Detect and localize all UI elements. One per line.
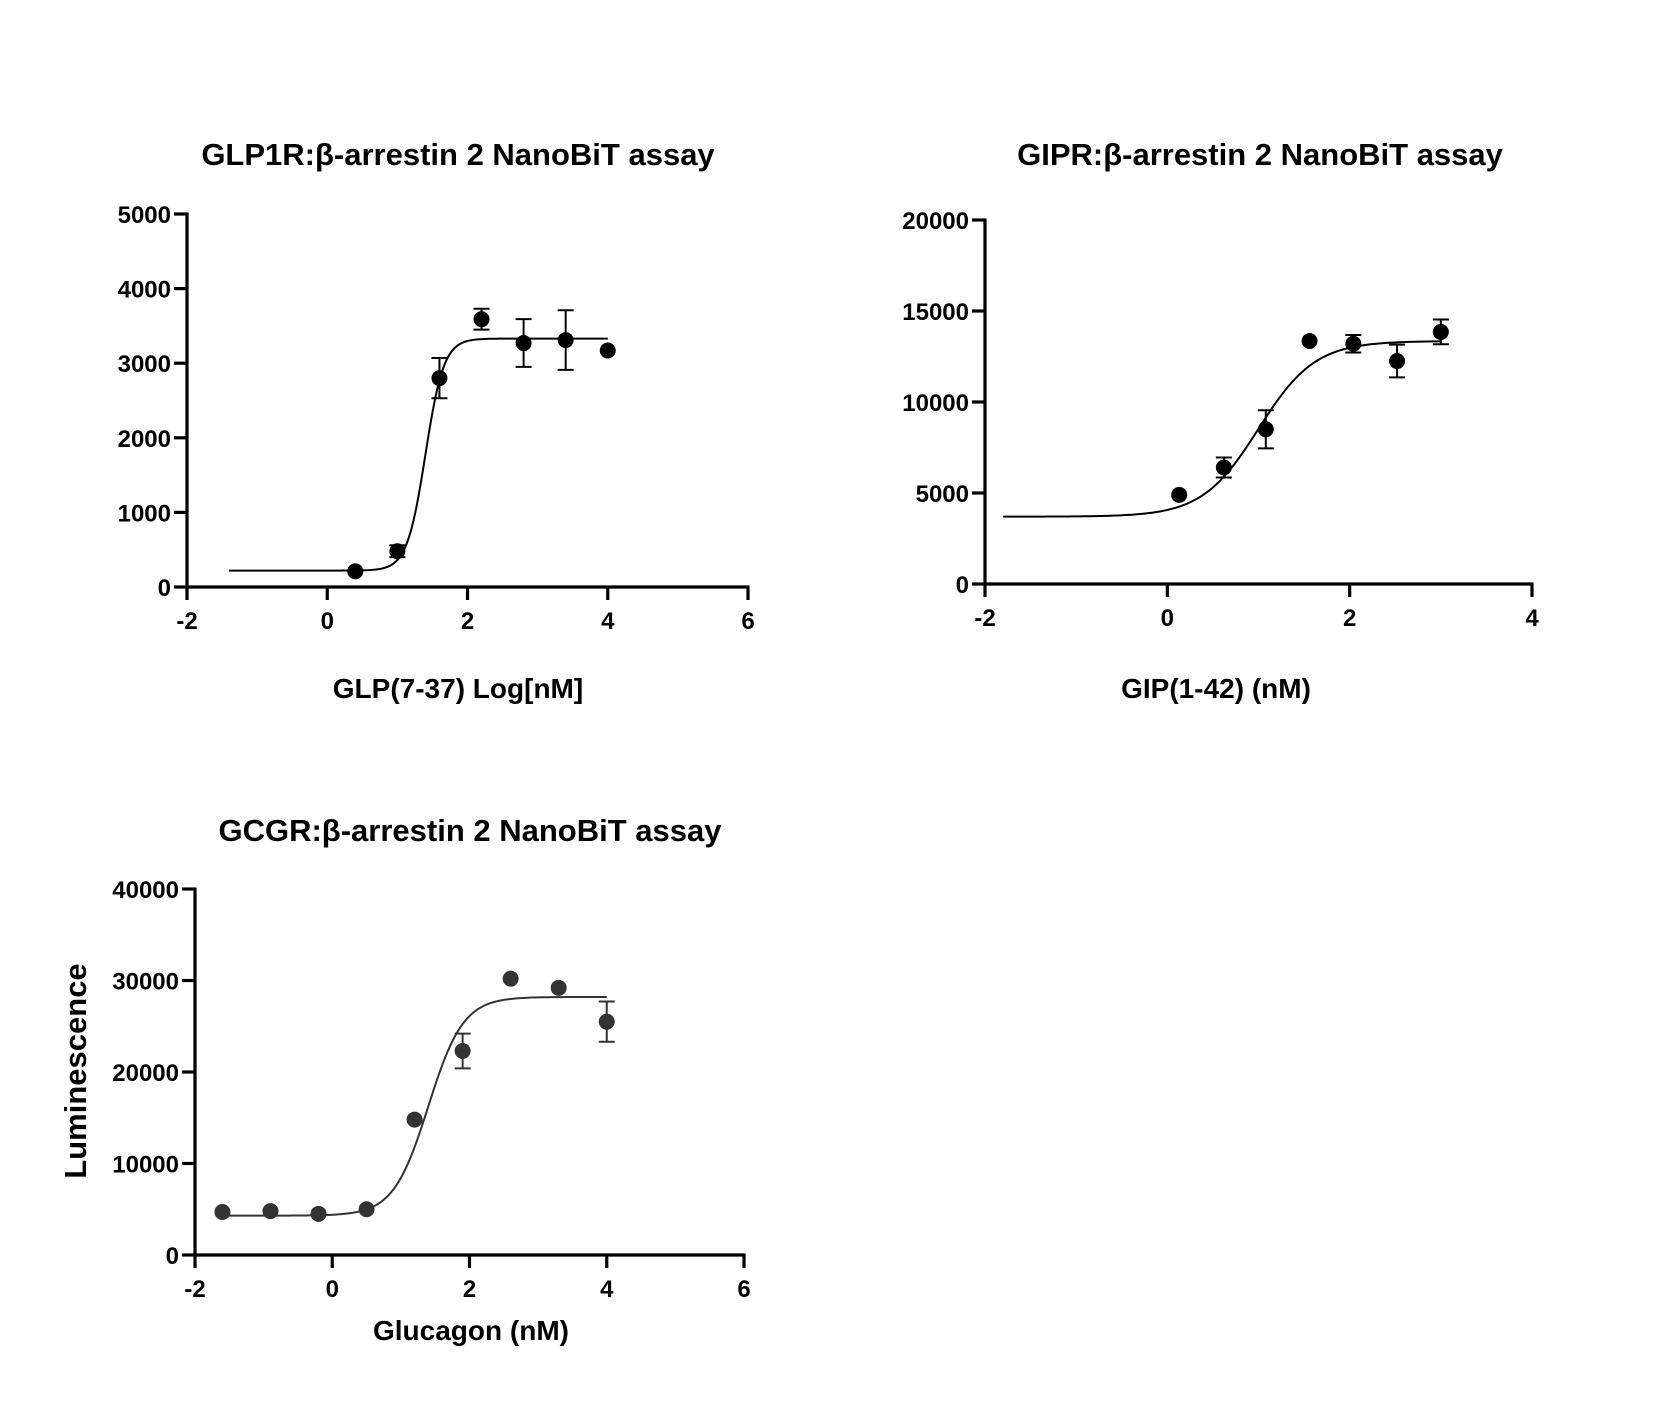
data-point [1215, 459, 1232, 476]
y-tick-label: 30000 [112, 969, 179, 996]
data-point [1345, 335, 1362, 352]
x-tick-label: -2 [176, 608, 197, 635]
data-point [598, 1013, 615, 1030]
x-tick-label: 0 [321, 608, 334, 635]
x-tick-label: -2 [184, 1276, 205, 1303]
x-axis-label: GLP(7-37) Log[nM] [333, 673, 583, 704]
y-tick-label: 20000 [112, 1060, 179, 1087]
y-tick-label: 10000 [112, 1152, 179, 1179]
data-point [557, 332, 574, 349]
data-point [214, 1203, 231, 1220]
y-tick-label: 2000 [118, 426, 171, 453]
data-point [515, 335, 532, 352]
fit-line [222, 995, 607, 1217]
data-point [310, 1205, 327, 1222]
data-point [550, 979, 567, 996]
fit-curve [1003, 340, 1441, 518]
y-tick-label: 5000 [118, 202, 171, 229]
data-point [1301, 333, 1318, 350]
x-axis-label: GIP(1-42) (nM) [1121, 673, 1311, 704]
data-point [262, 1203, 279, 1220]
x-tick-label: 2 [1343, 605, 1356, 632]
x-tick-label: 2 [463, 1276, 476, 1303]
chart-title: GCGR:β-arrestin 2 NanoBiT assay [218, 813, 722, 848]
data-point [502, 970, 519, 987]
chart-title: GIPR:β-arrestin 2 NanoBiT assay [1017, 137, 1504, 172]
y-tick-label: 0 [158, 575, 171, 602]
x-tick-label: 4 [601, 608, 615, 635]
y-tick-label: 15000 [902, 299, 969, 326]
x-tick-label: -2 [974, 605, 995, 632]
chart-gcgr: GCGR:β-arrestin 2 NanoBiT assay Glucagon… [58, 813, 751, 1346]
y-tick-label: 20000 [902, 208, 969, 235]
y-tick-label: 0 [956, 572, 969, 599]
x-axis-label: Glucagon (nM) [373, 1315, 569, 1346]
data-points [347, 307, 616, 580]
y-tick-label: 5000 [916, 481, 969, 508]
data-point [1389, 353, 1406, 370]
data-point [347, 563, 364, 580]
y-tick-label: 40000 [112, 877, 179, 904]
data-points [214, 970, 615, 1222]
chart-gipr: GIPR:β-arrestin 2 NanoBiT assay GIP(1-42… [902, 137, 1539, 704]
x-tick-label: 4 [1525, 605, 1539, 632]
data-point [406, 1111, 423, 1128]
chart-glp1r: GLP1R:β-arrestin 2 NanoBiT assay GLP(7-3… [118, 137, 755, 704]
data-point [1171, 486, 1188, 503]
x-tick-label: 0 [1161, 605, 1174, 632]
data-point [358, 1201, 375, 1218]
x-tick-label: 2 [461, 608, 474, 635]
y-tick-label: 3000 [118, 351, 171, 378]
x-tick-label: 0 [326, 1276, 339, 1303]
x-tick-label: 6 [741, 608, 754, 635]
fit-curve [222, 995, 607, 1217]
fit-curve [229, 337, 608, 572]
y-tick-label: 1000 [118, 500, 171, 527]
y-tick-label: 0 [166, 1243, 179, 1270]
data-point [389, 543, 406, 560]
fit-line [1003, 340, 1441, 518]
y-axis-label: Luminescence [58, 963, 93, 1178]
x-tick-label: 6 [737, 1276, 750, 1303]
chart-title: GLP1R:β-arrestin 2 NanoBiT assay [201, 137, 715, 172]
y-tick-label: 10000 [902, 390, 969, 417]
data-point [1432, 323, 1449, 340]
data-point [599, 342, 616, 359]
y-tick-label: 4000 [118, 277, 171, 304]
data-point [431, 370, 448, 387]
data-point [473, 311, 490, 328]
data-point [454, 1042, 471, 1059]
data-points [1171, 318, 1449, 503]
fit-line [229, 337, 608, 572]
x-tick-label: 4 [600, 1276, 614, 1303]
data-point [1257, 421, 1274, 438]
